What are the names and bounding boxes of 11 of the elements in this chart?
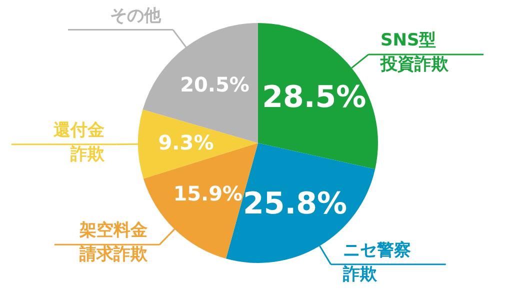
slice-label: その他 xyxy=(110,6,162,26)
slice-label: ニセ警察詐欺 xyxy=(342,240,411,284)
slice-label: 架空料金請求詐欺 xyxy=(78,220,148,265)
slice-label: SNS型投資詐欺 xyxy=(380,30,450,74)
data-label: 15.9% xyxy=(173,182,243,206)
data-label: 20.5% xyxy=(180,72,250,96)
pie-slice xyxy=(258,23,378,170)
data-label: 28.5% xyxy=(262,80,366,115)
data-label: 9.3% xyxy=(158,130,214,155)
slice-label: 還付金詐欺 xyxy=(53,120,106,164)
data-label: 25.8% xyxy=(243,186,348,222)
